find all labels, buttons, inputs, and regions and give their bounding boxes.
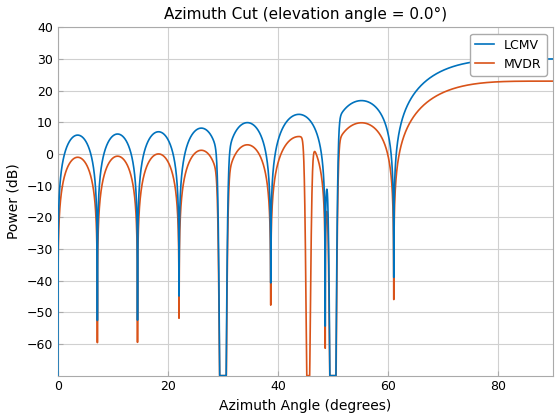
LCMV xyxy=(424,77,431,82)
Legend: LCMV, MVDR: LCMV, MVDR xyxy=(470,34,547,76)
MVDR xyxy=(144,161,151,166)
Line: LCMV: LCMV xyxy=(58,59,553,375)
Line: MVDR: MVDR xyxy=(58,81,553,375)
LCMV xyxy=(54,373,61,378)
MVDR xyxy=(244,142,250,147)
MVDR xyxy=(352,121,358,126)
MVDR xyxy=(461,83,468,88)
MVDR xyxy=(550,79,557,84)
Y-axis label: Power (dB): Power (dB) xyxy=(7,164,21,239)
MVDR xyxy=(376,132,383,137)
MVDR xyxy=(54,373,61,378)
Title: Azimuth Cut (elevation angle = 0.0°): Azimuth Cut (elevation angle = 0.0°) xyxy=(164,7,447,22)
LCMV xyxy=(376,110,383,115)
X-axis label: Azimuth Angle (degrees): Azimuth Angle (degrees) xyxy=(220,399,391,413)
LCMV xyxy=(461,61,468,66)
MVDR xyxy=(424,100,431,105)
LCMV xyxy=(352,100,358,105)
LCMV xyxy=(244,120,250,125)
LCMV xyxy=(144,139,151,144)
LCMV xyxy=(550,56,557,61)
